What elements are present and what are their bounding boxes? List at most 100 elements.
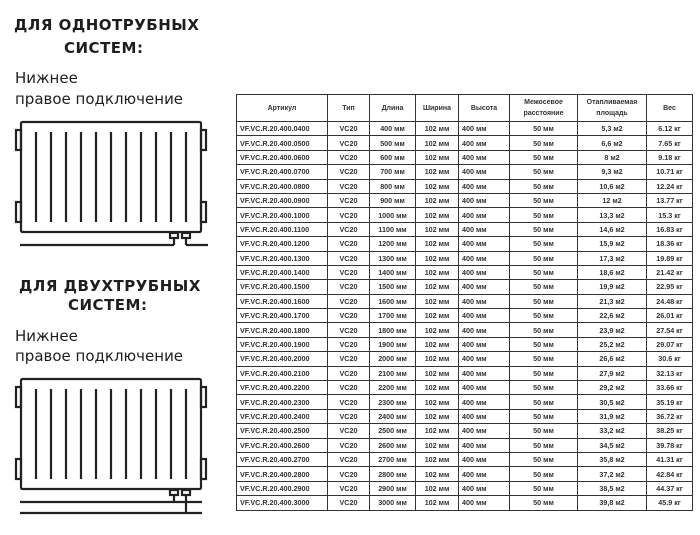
table-cell: 102 мм [415, 279, 459, 295]
table-cell: 45.9 кг [646, 495, 693, 511]
table-row: VF.VC.R.20.400.0400 VC20 400 мм 102 мм 400 м… [236, 120, 693, 137]
table-cell: 24.48 кг [646, 293, 693, 310]
table-cell: 7.65 кг [646, 135, 693, 151]
table-cell: 400 мм [458, 495, 510, 511]
specs-table: Артикул Тип Длина Ширина Высота Межосевое рас… [236, 94, 693, 511]
table-cell: VF.VC.R.20.400.2000 [236, 351, 328, 367]
table-cell: VC20 [327, 351, 370, 367]
table-cell: 102 мм [415, 394, 459, 410]
table-cell: 50 мм [509, 149, 578, 166]
table-cell: 50 мм [509, 236, 578, 252]
table-cell: 102 мм [415, 120, 459, 137]
table-cell: 400 мм [458, 178, 510, 194]
table-row: VF.VC.R.20.400.2100 VC20 2100 мм 102 мм 400 … [236, 365, 693, 382]
table-cell: 6.12 кг [646, 120, 693, 137]
table-cell: 23,9 м2 [577, 322, 647, 338]
table-cell: VF.VC.R.20.400.3000 [236, 495, 328, 511]
table-cell: 37,2 м2 [577, 466, 647, 482]
table-cell: 102 мм [415, 437, 459, 453]
table-cell: 50 мм [509, 264, 578, 281]
table-cell: 50 мм [509, 279, 578, 295]
table-cell: 10,6 м2 [577, 178, 647, 194]
table-cell: VF.VC.R.20.400.2700 [236, 451, 328, 468]
table-cell: 32.13 кг [646, 365, 693, 382]
table-cell: 5,3 м2 [577, 120, 647, 137]
one-pipe-subtitle-line2: правое подключение [15, 90, 184, 108]
one-pipe-title-line1: ДЛЯ ОДНОТРУБНЫХ [14, 16, 200, 34]
table-cell: 21.42 кг [646, 264, 693, 281]
table-cell: 15,9 м2 [577, 236, 647, 252]
two-pipe-subtitle-line2: правое подключение [15, 347, 184, 365]
column-header: Длина [369, 94, 416, 122]
table-cell: 1500 мм [369, 279, 416, 295]
table-cell: 102 мм [415, 480, 459, 497]
table-cell: 102 мм [415, 164, 459, 180]
table-cell: 50 мм [509, 120, 578, 137]
one-pipe-title-line2: СИСТЕМ: [64, 39, 144, 57]
table-cell: 50 мм [509, 380, 578, 396]
table-cell: 400 мм [458, 466, 510, 482]
table-cell: 102 мм [415, 293, 459, 310]
column-header: Артикул [236, 94, 328, 122]
table-cell: 400 мм [458, 336, 510, 353]
table-cell: VF.VC.R.20.400.0900 [236, 192, 328, 209]
table-cell: 50 мм [509, 207, 578, 223]
table-cell: 102 мм [415, 451, 459, 468]
table-cell: 102 мм [415, 192, 459, 209]
table-cell: 50 мм [509, 451, 578, 468]
table-row: VF.VC.R.20.400.1200 VC20 1200 мм 102 мм 400 … [236, 236, 693, 252]
table-cell: 1800 мм [369, 322, 416, 338]
table-cell: 102 мм [415, 149, 459, 166]
table-cell: VC20 [327, 437, 370, 453]
table-cell: VC20 [327, 207, 370, 223]
table-cell: 29,2 м2 [577, 380, 647, 396]
table-cell: 16.83 кг [646, 221, 693, 238]
table-cell: 800 мм [369, 178, 416, 194]
table-cell: VC20 [327, 250, 370, 266]
table-cell: 26,6 м2 [577, 351, 647, 367]
table-cell: 400 мм [458, 236, 510, 252]
table-cell: VF.VC.R.20.400.1700 [236, 308, 328, 324]
table-cell: 38,5 м2 [577, 480, 647, 497]
table-cell: 18,6 м2 [577, 264, 647, 281]
table-cell: VF.VC.R.20.400.2800 [236, 466, 328, 482]
table-cell: 18.36 кг [646, 236, 693, 252]
table-cell: 102 мм [415, 365, 459, 382]
table-cell: 2200 мм [369, 380, 416, 396]
table-cell: 500 мм [369, 135, 416, 151]
table-cell: VC20 [327, 408, 370, 425]
table-cell: 34,5 м2 [577, 437, 647, 453]
one-pipe-subtitle-line1: Нижнее [15, 69, 78, 87]
column-header: Отапливаемая площадь [577, 94, 647, 122]
table-cell: VC20 [327, 480, 370, 497]
table-cell: 2600 мм [369, 437, 416, 453]
table-cell: 19.89 кг [646, 250, 693, 266]
table-cell: 102 мм [415, 380, 459, 396]
table-cell: 102 мм [415, 308, 459, 324]
table-cell: 27,9 м2 [577, 365, 647, 382]
table-cell: 33.66 кг [646, 380, 693, 396]
table-cell: 29.07 кг [646, 336, 693, 353]
table-cell: VC20 [327, 336, 370, 353]
table-cell: 35,8 м2 [577, 451, 647, 468]
table-cell: 2100 мм [369, 365, 416, 382]
table-cell: 9,3 м2 [577, 164, 647, 180]
table-cell: 30,5 м2 [577, 394, 647, 410]
table-cell: 50 мм [509, 351, 578, 367]
table-cell: 30.6 кг [646, 351, 693, 367]
table-cell: VF.VC.R.20.400.1600 [236, 293, 328, 310]
table-cell: 25,2 м2 [577, 336, 647, 353]
table-cell: 44.37 кг [646, 480, 693, 497]
table-row: VF.VC.R.20.400.0900 VC20 900 мм 102 мм 400 м… [236, 192, 693, 209]
table-cell: 102 мм [415, 250, 459, 266]
table-cell: 6,6 м2 [577, 135, 647, 151]
table-cell: 50 мм [509, 495, 578, 511]
table-cell: 102 мм [415, 221, 459, 238]
radiator-single-pipe-icon [14, 120, 208, 247]
table-cell: 102 мм [415, 264, 459, 281]
table-cell: 42.84 кг [646, 466, 693, 482]
table-cell: VC20 [327, 308, 370, 324]
table-cell: VF.VC.R.20.400.1800 [236, 322, 328, 338]
table-cell: VF.VC.R.20.400.1900 [236, 336, 328, 353]
table-cell: 33,2 м2 [577, 423, 647, 439]
